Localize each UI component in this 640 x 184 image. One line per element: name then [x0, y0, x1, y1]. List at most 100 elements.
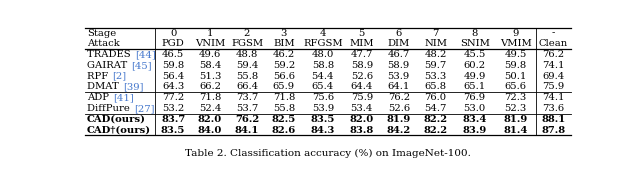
Text: 6: 6 [396, 29, 402, 38]
Text: 51.3: 51.3 [199, 72, 221, 81]
Text: 76.2: 76.2 [388, 93, 410, 102]
Text: 49.5: 49.5 [504, 50, 527, 59]
Text: 75.6: 75.6 [312, 93, 334, 102]
Text: 55.8: 55.8 [236, 72, 258, 81]
Text: 64.3: 64.3 [162, 82, 184, 91]
Text: 65.9: 65.9 [273, 82, 295, 91]
Text: 76.9: 76.9 [463, 93, 486, 102]
Text: 76.2: 76.2 [543, 50, 564, 59]
Text: DiffPure: DiffPure [87, 104, 133, 113]
Text: 3: 3 [281, 29, 287, 38]
Text: 82.2: 82.2 [424, 115, 448, 124]
Text: MIM: MIM [349, 39, 374, 48]
Text: Stage: Stage [87, 29, 116, 38]
Text: 87.8: 87.8 [541, 125, 566, 135]
Text: 71.8: 71.8 [199, 93, 221, 102]
Text: FGSM: FGSM [231, 39, 263, 48]
Text: DIM: DIM [388, 39, 410, 48]
Text: 82.0: 82.0 [349, 115, 374, 124]
Text: Clean: Clean [539, 39, 568, 48]
Text: 4: 4 [319, 29, 326, 38]
Text: [45]: [45] [131, 61, 152, 70]
Text: GAIRAT: GAIRAT [87, 61, 131, 70]
Text: 48.0: 48.0 [312, 50, 334, 59]
Text: 53.9: 53.9 [312, 104, 334, 113]
Text: 73.6: 73.6 [543, 104, 564, 113]
Text: 59.8: 59.8 [162, 61, 184, 70]
Text: 82.0: 82.0 [198, 115, 222, 124]
Text: 69.4: 69.4 [543, 72, 564, 81]
Text: 46.7: 46.7 [388, 50, 410, 59]
Text: 83.5: 83.5 [161, 125, 186, 135]
Text: 53.7: 53.7 [236, 104, 258, 113]
Text: NIM: NIM [424, 39, 447, 48]
Text: 81.9: 81.9 [504, 115, 528, 124]
Text: Table 2. Classification accuracy (%) on ImageNet-100.: Table 2. Classification accuracy (%) on … [185, 149, 471, 158]
Text: 8: 8 [472, 29, 478, 38]
Text: 50.1: 50.1 [504, 72, 527, 81]
Text: DMAT: DMAT [87, 82, 122, 91]
Text: 66.4: 66.4 [236, 82, 258, 91]
Text: 5: 5 [358, 29, 365, 38]
Text: 74.1: 74.1 [542, 61, 565, 70]
Text: [44]: [44] [134, 50, 156, 59]
Text: PGD: PGD [162, 39, 184, 48]
Text: 83.5: 83.5 [310, 115, 335, 124]
Text: [39]: [39] [123, 82, 143, 91]
Text: 60.2: 60.2 [463, 61, 486, 70]
Text: 48.2: 48.2 [424, 50, 447, 59]
Text: 75.9: 75.9 [351, 93, 373, 102]
Text: 83.4: 83.4 [463, 115, 487, 124]
Text: 53.2: 53.2 [162, 104, 184, 113]
Text: 59.8: 59.8 [504, 61, 527, 70]
Text: Attack: Attack [87, 39, 120, 48]
Text: 66.2: 66.2 [199, 82, 221, 91]
Text: RFGSM: RFGSM [303, 39, 342, 48]
Text: TRADES: TRADES [87, 50, 134, 59]
Text: 52.3: 52.3 [504, 104, 527, 113]
Text: 58.9: 58.9 [351, 61, 373, 70]
Text: 84.3: 84.3 [310, 125, 335, 135]
Text: 1: 1 [207, 29, 213, 38]
Text: 52.6: 52.6 [351, 72, 373, 81]
Text: 83.7: 83.7 [161, 115, 185, 124]
Text: 65.8: 65.8 [424, 82, 447, 91]
Text: 84.2: 84.2 [387, 125, 411, 135]
Text: [27]: [27] [134, 104, 154, 113]
Text: 81.4: 81.4 [504, 125, 528, 135]
Text: 64.1: 64.1 [388, 82, 410, 91]
Text: 52.6: 52.6 [388, 104, 410, 113]
Text: 65.1: 65.1 [463, 82, 486, 91]
Text: 53.4: 53.4 [351, 104, 373, 113]
Text: VMIM: VMIM [500, 39, 532, 48]
Text: 59.4: 59.4 [236, 61, 258, 70]
Text: ADP: ADP [87, 93, 112, 102]
Text: [2]: [2] [112, 72, 127, 81]
Text: 65.6: 65.6 [505, 82, 527, 91]
Text: 54.7: 54.7 [424, 104, 447, 113]
Text: 82.6: 82.6 [272, 125, 296, 135]
Text: VNIM: VNIM [195, 39, 225, 48]
Text: CAD†(ours): CAD†(ours) [87, 125, 151, 135]
Text: 46.5: 46.5 [162, 50, 184, 59]
Text: 75.9: 75.9 [543, 82, 564, 91]
Text: 83.8: 83.8 [349, 125, 374, 135]
Text: 71.8: 71.8 [273, 93, 295, 102]
Text: -: - [552, 29, 556, 38]
Text: 81.9: 81.9 [387, 115, 411, 124]
Text: 74.1: 74.1 [542, 93, 565, 102]
Text: 76.0: 76.0 [424, 93, 447, 102]
Text: 53.3: 53.3 [424, 72, 447, 81]
Text: 65.4: 65.4 [312, 82, 334, 91]
Text: 88.1: 88.1 [541, 115, 566, 124]
Text: 47.7: 47.7 [351, 50, 373, 59]
Text: 64.4: 64.4 [351, 82, 373, 91]
Text: 82.5: 82.5 [272, 115, 296, 124]
Text: 49.6: 49.6 [199, 50, 221, 59]
Text: [41]: [41] [113, 93, 134, 102]
Text: 9: 9 [513, 29, 519, 38]
Text: 56.6: 56.6 [273, 72, 295, 81]
Text: 48.8: 48.8 [236, 50, 258, 59]
Text: 2: 2 [244, 29, 250, 38]
Text: 58.4: 58.4 [199, 61, 221, 70]
